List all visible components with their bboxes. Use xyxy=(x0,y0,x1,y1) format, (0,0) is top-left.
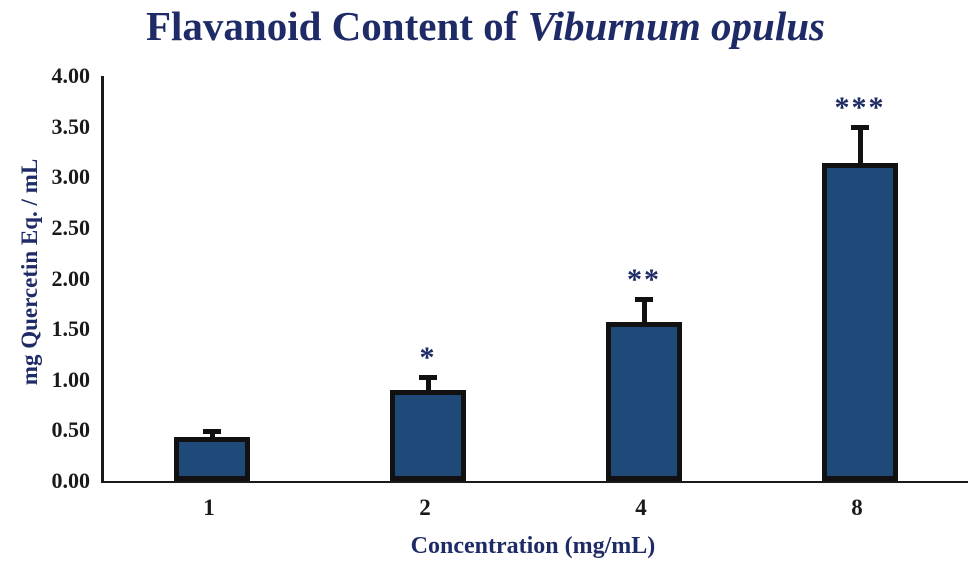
x-tick-label: 4 xyxy=(635,495,647,520)
chart-title-species: Viburnum opulus xyxy=(527,3,825,49)
error-bar-cap xyxy=(851,124,869,130)
x-tick-label: 8 xyxy=(851,495,863,520)
significance-marker-8: *** xyxy=(834,90,886,124)
error-bar-whisker xyxy=(425,374,431,390)
y-tick-label: 4.00 xyxy=(51,63,91,88)
x-tick-label: 2 xyxy=(419,495,431,520)
y-tick-label: 3.50 xyxy=(51,113,91,139)
y-tick-label: 3.00 xyxy=(51,164,91,190)
significance-marker-2: * xyxy=(419,340,437,374)
error-bar-whisker xyxy=(857,124,863,164)
chart-title: Flavanoid Content of Viburnum opulus xyxy=(0,2,971,50)
y-tick-label: 0.50 xyxy=(51,417,91,443)
error-bar-cap xyxy=(635,296,653,302)
error-bar-cap xyxy=(419,374,437,380)
y-axis-tick-labels: 0.00 0.50 1.00 1.50 2.00 2.50 3.00 3.50 4.00 xyxy=(16,64,91,493)
bar-4 xyxy=(606,322,682,481)
y-tick-label: 0.00 xyxy=(51,468,91,493)
x-axis-tick-labels: 1 2 4 8 xyxy=(101,493,965,523)
error-bar-cap xyxy=(203,429,221,435)
y-tick-label: 2.00 xyxy=(51,265,91,291)
bar-1 xyxy=(174,437,250,481)
plot-area: * ** *** xyxy=(101,76,968,483)
x-axis-title: Concentration (mg/mL) xyxy=(410,533,656,559)
significance-marker-4: ** xyxy=(627,262,661,296)
y-tick-label: 1.00 xyxy=(51,366,91,392)
bar-8 xyxy=(822,163,898,481)
bar-2 xyxy=(390,389,466,481)
y-tick-label: 1.50 xyxy=(51,316,91,342)
chart-title-text: Flavanoid Content of xyxy=(146,3,528,49)
x-tick-label: 1 xyxy=(203,495,215,520)
y-tick-label: 2.50 xyxy=(51,214,91,240)
error-bar-whisker xyxy=(641,296,647,323)
